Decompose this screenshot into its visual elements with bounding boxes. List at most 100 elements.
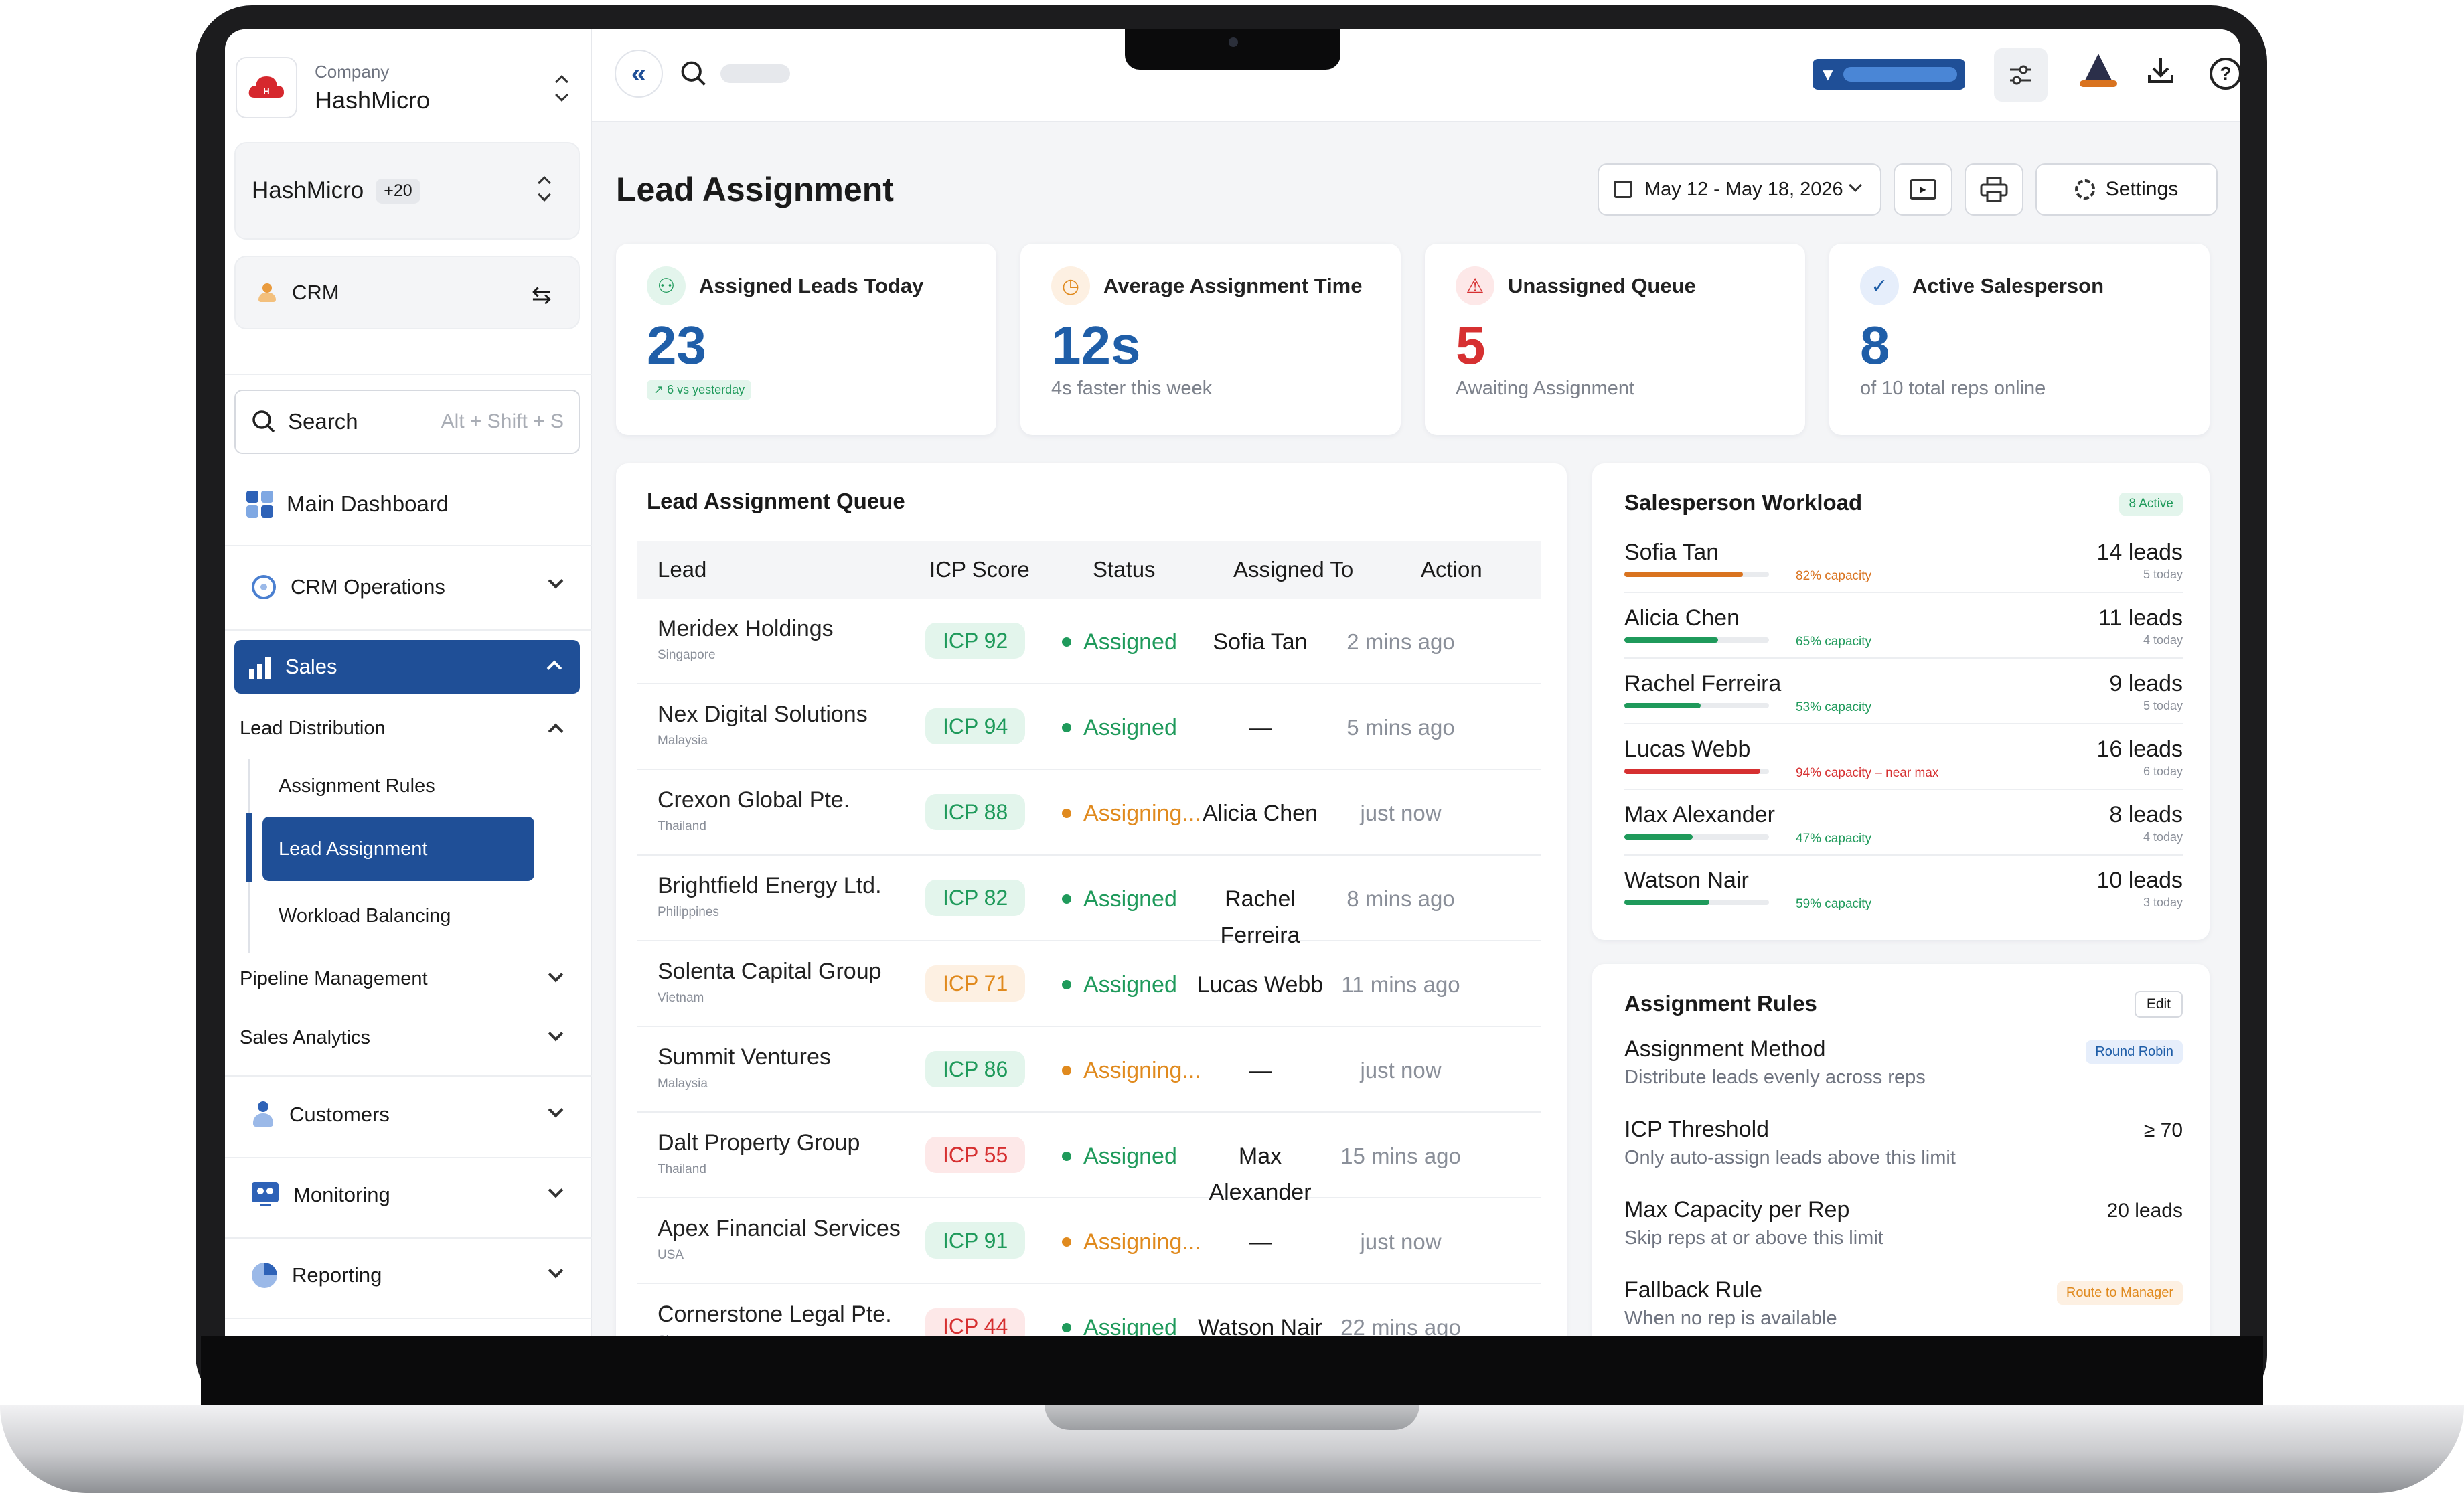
sidebar-item-reporting[interactable]: Reporting: [237, 1253, 581, 1297]
camera-notch: [1125, 29, 1340, 70]
print-button[interactable]: [1965, 163, 2023, 216]
stat-value: 5: [1456, 315, 1486, 375]
table-row[interactable]: Cornerstone Legal Pte. Singapore ICP 44 Ass…: [637, 1284, 1541, 1336]
stat-sub: 4s faster this week: [1051, 378, 1213, 399]
workspace-selector[interactable]: HashMicro +20: [234, 142, 580, 240]
action-time: 15 mins ago: [1340, 1143, 1461, 1168]
sidebar-sub-lead-assignment[interactable]: Lead Assignment: [262, 817, 534, 881]
sidebar-label: Lead Distribution: [240, 717, 386, 739]
status-text: Assigned: [1083, 1143, 1177, 1169]
rules-edit-button[interactable]: Edit: [2134, 991, 2183, 1018]
table-row[interactable]: Crexon Global Pte. Thailand ICP 88 Assignin…: [637, 770, 1541, 856]
lead-name[interactable]: Solenta Capital Group: [658, 959, 882, 984]
date-range-picker[interactable]: May 12 - May 18, 2026: [1598, 163, 1881, 216]
capacity-bar: [1624, 572, 1769, 577]
filter-button[interactable]: ▼: [1813, 59, 1965, 90]
sidebar-sub-assignment-rules[interactable]: Assignment Rules: [279, 767, 546, 805]
capacity-fill: [1624, 703, 1701, 708]
lead-name[interactable]: Cornerstone Legal Pte.: [658, 1301, 892, 1327]
status-dot: [1062, 637, 1071, 647]
chevron-down-icon: [548, 1263, 564, 1279]
company-switcher[interactable]: H Company HashMicro: [233, 52, 584, 123]
table-row[interactable]: Summit Ventures Malaysia ICP 86 Assigning..…: [637, 1027, 1541, 1113]
sidebar-item-main-dashboard[interactable]: Main Dashboard: [237, 483, 581, 525]
col-header-action[interactable]: Action: [1421, 557, 1482, 582]
presentation-button[interactable]: ▶: [1894, 163, 1952, 216]
status-dot: [1062, 894, 1071, 904]
download-icon[interactable]: [2144, 54, 2181, 94]
col-header-lead[interactable]: Lead: [658, 557, 707, 582]
table-row[interactable]: Apex Financial Services USA ICP 91 Assignin…: [637, 1198, 1541, 1284]
lead-name[interactable]: Nex Digital Solutions: [658, 702, 868, 727]
status-text: Assigning...: [1083, 1229, 1201, 1255]
wizard-icon[interactable]: [2080, 54, 2117, 94]
lead-name[interactable]: Apex Financial Services: [658, 1216, 901, 1241]
lead-count: 9 leads: [2109, 671, 2183, 696]
sidebar-label: Monitoring: [293, 1183, 390, 1206]
table-row[interactable]: Solenta Capital Group Vietnam ICP 71 Assign…: [637, 941, 1541, 1027]
table-row[interactable]: Brightfield Energy Ltd. Philippines ICP 82…: [637, 856, 1541, 948]
global-search[interactable]: [679, 54, 799, 94]
action-time: 8 mins ago: [1346, 886, 1455, 911]
chevron-up-icon: [546, 660, 562, 676]
col-header-assigned[interactable]: Assigned To: [1233, 557, 1354, 582]
sidebar-sub-workload-balancing[interactable]: Workload Balancing: [279, 897, 546, 935]
assigned-to: —: [1249, 1058, 1272, 1083]
module-selector[interactable]: CRM ⇆: [234, 256, 580, 329]
assigned-to: —: [1249, 715, 1272, 740]
chevron-down-icon: [548, 967, 564, 983]
table-row[interactable]: Dalt Property Group Thailand ICP 55 Assigne…: [637, 1113, 1541, 1205]
warning-icon: ⚠: [1456, 266, 1494, 305]
sidebar-item-monitoring[interactable]: Monitoring: [237, 1173, 581, 1217]
lead-location: USA: [658, 1248, 684, 1262]
workload-badge: 8 Active: [2119, 493, 2183, 516]
salesperson-name: Lucas Webb: [1624, 736, 1751, 762]
collapse-sidebar-button[interactable]: «: [615, 50, 663, 98]
workload-row: Sofia Tan 82% capacity 14 leads 5 today: [1624, 528, 2183, 593]
monitor-users-icon: [252, 1182, 279, 1208]
lead-location: Philippines: [658, 905, 719, 919]
search-placeholder-bar: [720, 64, 790, 83]
chevron-updown-icon[interactable]: [555, 74, 568, 102]
col-header-status[interactable]: Status: [1093, 557, 1156, 582]
chevron-updown-icon: [538, 176, 551, 202]
sidebar-item-crm-operations[interactable]: CRM Operations: [237, 565, 581, 609]
lead-name[interactable]: Meridex Holdings: [658, 616, 834, 641]
today-count: 5 today: [2143, 568, 2183, 581]
lead-location: Singapore: [658, 648, 716, 662]
sidebar-item-sales-analytics[interactable]: Sales Analytics: [237, 1019, 581, 1056]
swap-icon[interactable]: ⇆: [531, 281, 552, 309]
salesperson-name: Watson Nair: [1624, 868, 1749, 893]
rule-assignment-method: Assignment Method Distribute leads evenl…: [1624, 1036, 2183, 1089]
lead-location: Thailand: [658, 819, 706, 834]
icp-score-badge: ICP 55: [925, 1137, 1026, 1173]
settings-button[interactable]: Settings: [2035, 163, 2218, 216]
status-badge: Assigned: [1062, 967, 1177, 1003]
lead-count: 11 leads: [2098, 605, 2183, 631]
capacity-fill: [1624, 900, 1710, 905]
action-time: 22 mins ago: [1340, 1315, 1461, 1336]
sidebar-item-pipeline-management[interactable]: Pipeline Management: [237, 960, 581, 998]
sliders-button[interactable]: [1994, 48, 2048, 102]
sidebar-item-customers[interactable]: Customers: [237, 1093, 581, 1137]
lead-name[interactable]: Summit Ventures: [658, 1044, 831, 1070]
lead-name[interactable]: Crexon Global Pte.: [658, 787, 850, 813]
rule-title: Fallback Rule: [1624, 1277, 1762, 1303]
status-text: Assigned: [1083, 629, 1177, 655]
table-row[interactable]: Meridex Holdings Singapore ICP 92 Assigned S…: [637, 599, 1541, 684]
search-box[interactable]: Search Alt + Shift + S: [234, 390, 580, 454]
help-icon[interactable]: ?: [2210, 58, 2240, 90]
table-row[interactable]: Nex Digital Solutions Malaysia ICP 94 Assig…: [637, 684, 1541, 770]
lead-name[interactable]: Dalt Property Group: [658, 1130, 860, 1156]
lead-name[interactable]: Brightfield Energy Ltd.: [658, 873, 882, 898]
workload-row: Alicia Chen 65% capacity 11 leads 4 today: [1624, 593, 2183, 659]
rule-desc: Only auto-assign leads above this limit: [1624, 1147, 1956, 1168]
col-header-icp[interactable]: ICP Score: [929, 557, 1030, 582]
sidebar-item-lead-distribution[interactable]: Lead Distribution: [237, 710, 581, 747]
today-count: 5 today: [2143, 699, 2183, 712]
search-icon: [681, 61, 706, 86]
trend-badge: ↗ 6 vs yesterday: [647, 380, 752, 400]
laptop-base-notch: [1045, 1405, 1419, 1430]
gear-cycle-icon: [252, 575, 276, 599]
sidebar-item-sales[interactable]: Sales: [234, 640, 580, 694]
